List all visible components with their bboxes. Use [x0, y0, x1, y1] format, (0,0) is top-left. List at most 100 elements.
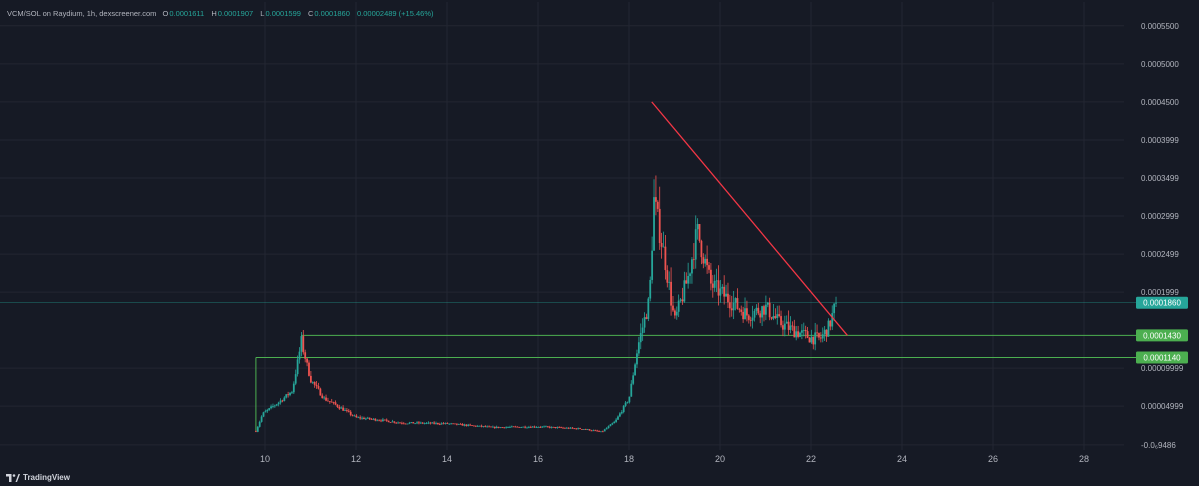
candle-body	[537, 427, 540, 428]
y-tick-label: 0.0005500	[1141, 22, 1179, 31]
candle-body	[577, 428, 580, 430]
candle-body	[509, 426, 511, 428]
price-axis[interactable]: 0.0005500 0.0005000 0.0004500 0.0003999 0.00…	[1136, 22, 1188, 450]
candle-body	[474, 425, 477, 427]
candle-body	[431, 422, 434, 424]
candle-body	[819, 337, 822, 339]
x-tick-label: 26	[988, 454, 998, 464]
candle-body	[721, 286, 724, 289]
candle-body	[539, 427, 542, 428]
support-price-tag	[1136, 329, 1188, 342]
candle-body	[827, 320, 830, 337]
y-tick-label: 0.00009999	[1141, 364, 1184, 373]
last-price-label: 0.0001860	[1143, 299, 1181, 308]
candle-body	[397, 422, 399, 424]
candle-body	[315, 384, 318, 387]
x-tick-label: 22	[806, 454, 816, 464]
candle-body	[291, 392, 293, 394]
candle-body	[778, 314, 781, 317]
candle-body	[601, 431, 604, 433]
candle-body	[603, 429, 606, 432]
candle-body	[491, 426, 494, 428]
x-tick-label: 16	[533, 454, 543, 464]
candle-body	[590, 430, 593, 432]
x-tick-label: 14	[442, 454, 452, 464]
change-value: 0.00002489 (+15.46%)	[356, 9, 434, 18]
candle-body	[526, 427, 528, 429]
support-price-tag	[1136, 351, 1188, 364]
candle-body	[448, 423, 451, 425]
candle-body	[624, 402, 627, 406]
candle-body	[562, 427, 564, 429]
candle-body	[821, 334, 824, 339]
close-label: C	[308, 9, 314, 18]
candle-body	[738, 308, 741, 310]
candle-body	[342, 407, 345, 411]
candle-body	[289, 392, 291, 396]
candle-body	[764, 304, 767, 315]
candle-body	[440, 423, 443, 425]
candle-body	[266, 409, 269, 412]
candle-body	[728, 302, 731, 309]
descending-trendline[interactable]	[651, 101, 848, 336]
candle-body	[499, 427, 502, 429]
candle-body	[696, 224, 699, 230]
candle-body	[645, 317, 648, 319]
candle-body	[814, 332, 817, 345]
candle-body	[613, 421, 616, 424]
candle-body	[361, 417, 363, 419]
candle-body	[806, 331, 809, 338]
candle-body	[427, 422, 430, 424]
candle-body	[311, 381, 314, 383]
candle-body	[389, 422, 392, 423]
candle-body	[452, 423, 454, 425]
candle-body	[691, 259, 693, 274]
candle-body	[552, 426, 555, 428]
candle-body	[531, 426, 534, 428]
x-tick-label: 18	[624, 454, 634, 464]
time-axis[interactable]: 10 12 14 16 18 20 22 24 26 28	[260, 454, 1089, 464]
candle-body	[414, 423, 417, 425]
candle-body	[675, 311, 678, 316]
candle-body	[486, 426, 489, 428]
candle-body	[378, 420, 381, 422]
candle-body	[273, 405, 276, 407]
candle-body	[683, 280, 686, 302]
candle-body	[340, 407, 343, 409]
candle-body	[831, 313, 834, 327]
candle-body	[548, 426, 551, 428]
candle-body	[579, 428, 581, 430]
candle-body	[747, 315, 750, 320]
candle-body	[751, 317, 754, 321]
candle-body	[433, 422, 436, 424]
candle-body	[368, 417, 371, 420]
candle-body	[655, 197, 657, 202]
candle-body	[410, 422, 413, 423]
candle-body	[459, 423, 462, 425]
candle-body	[744, 308, 746, 320]
candle-body	[607, 426, 610, 429]
candle-body	[510, 426, 513, 428]
candle-body	[380, 420, 382, 422]
candle-body	[704, 258, 707, 264]
candle-body	[471, 425, 473, 426]
candle-body	[643, 317, 646, 328]
candle-body	[687, 276, 690, 284]
tradingview-logo[interactable]: TradingView	[6, 473, 70, 482]
candle-body	[783, 323, 786, 330]
candle-body	[399, 422, 401, 424]
candle-body	[598, 431, 600, 432]
low-label: L	[260, 9, 265, 18]
candle-body	[780, 316, 782, 326]
y-tick-label: 0.0002999	[1141, 212, 1179, 221]
candle-body	[272, 406, 274, 407]
open-value: 0.0001611	[169, 9, 205, 18]
candle-body	[505, 427, 508, 429]
candle-body	[457, 423, 460, 425]
candle-body	[438, 424, 441, 425]
candle-body	[710, 269, 712, 284]
candle-body	[632, 375, 635, 384]
candle-body	[495, 426, 498, 429]
candle-body	[442, 423, 445, 425]
